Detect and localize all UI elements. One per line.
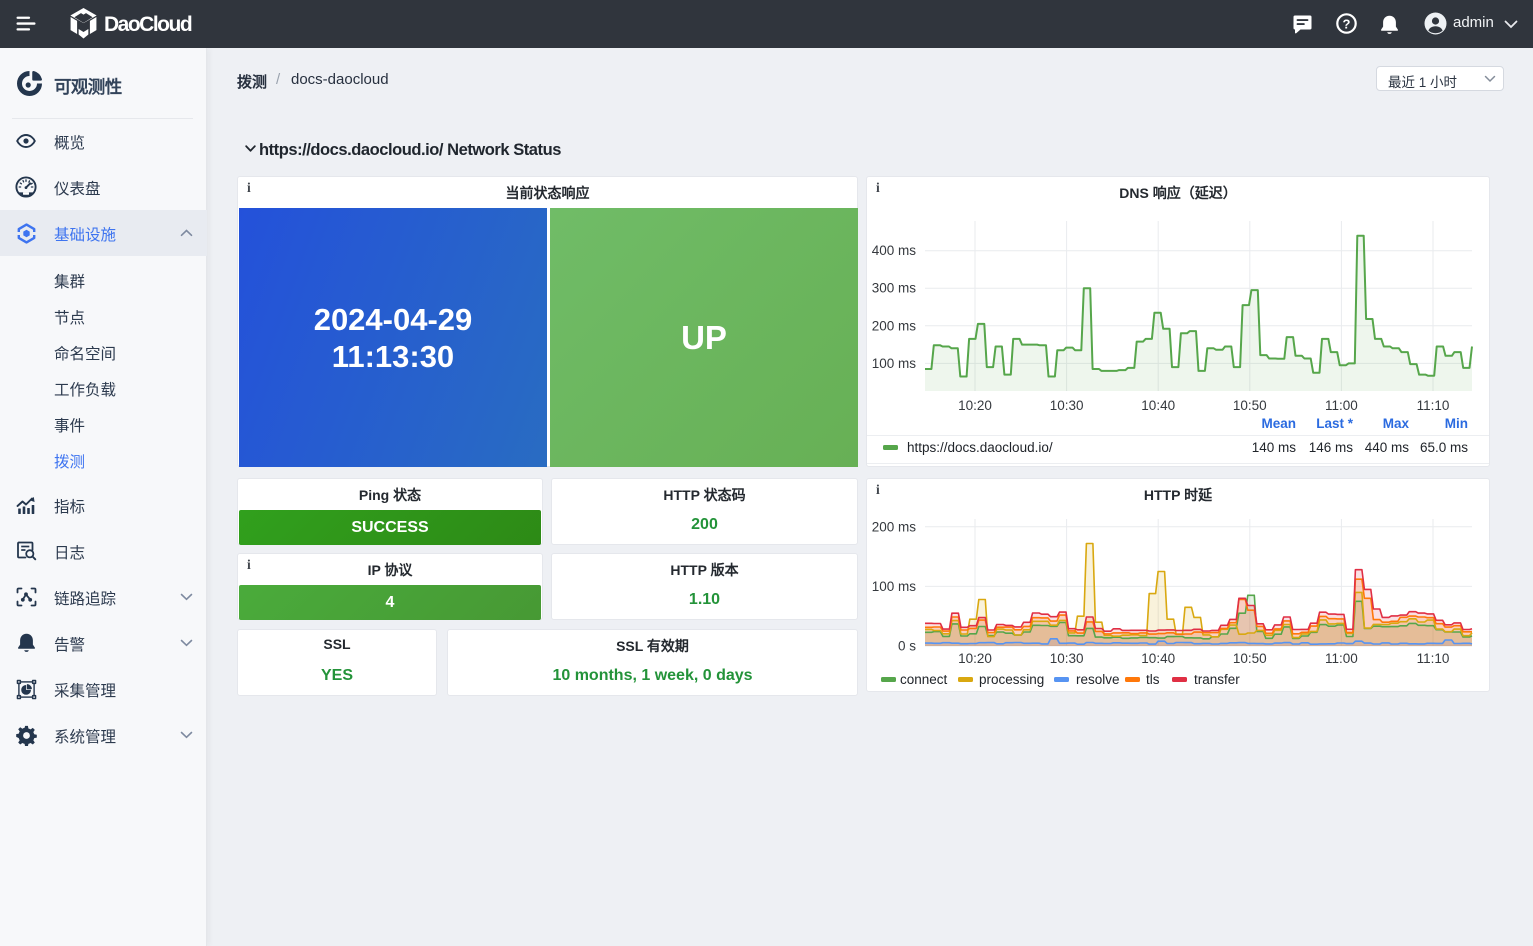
svg-text:300 ms: 300 ms bbox=[872, 281, 917, 296]
svg-text:0 s: 0 s bbox=[898, 639, 916, 654]
svg-text:11:10: 11:10 bbox=[1417, 651, 1450, 666]
svg-text:10:50: 10:50 bbox=[1233, 398, 1267, 413]
svg-text:200 ms: 200 ms bbox=[872, 519, 917, 534]
svg-text:10:50: 10:50 bbox=[1233, 651, 1267, 666]
svg-text:11:00: 11:00 bbox=[1325, 651, 1358, 666]
svg-text:10:40: 10:40 bbox=[1141, 651, 1175, 666]
svg-text:10:40: 10:40 bbox=[1141, 398, 1175, 413]
svg-text:10:20: 10:20 bbox=[958, 651, 992, 666]
svg-text:400 ms: 400 ms bbox=[872, 243, 917, 258]
svg-text:10:30: 10:30 bbox=[1050, 398, 1084, 413]
svg-text:100 ms: 100 ms bbox=[872, 356, 917, 371]
svg-text:10:20: 10:20 bbox=[958, 398, 992, 413]
svg-text:10:30: 10:30 bbox=[1050, 651, 1084, 666]
svg-text:200 ms: 200 ms bbox=[872, 318, 917, 333]
svg-text:11:10: 11:10 bbox=[1417, 398, 1450, 413]
svg-text:?: ? bbox=[1343, 16, 1351, 31]
svg-text:100 ms: 100 ms bbox=[872, 579, 917, 594]
svg-text:11:00: 11:00 bbox=[1325, 398, 1358, 413]
